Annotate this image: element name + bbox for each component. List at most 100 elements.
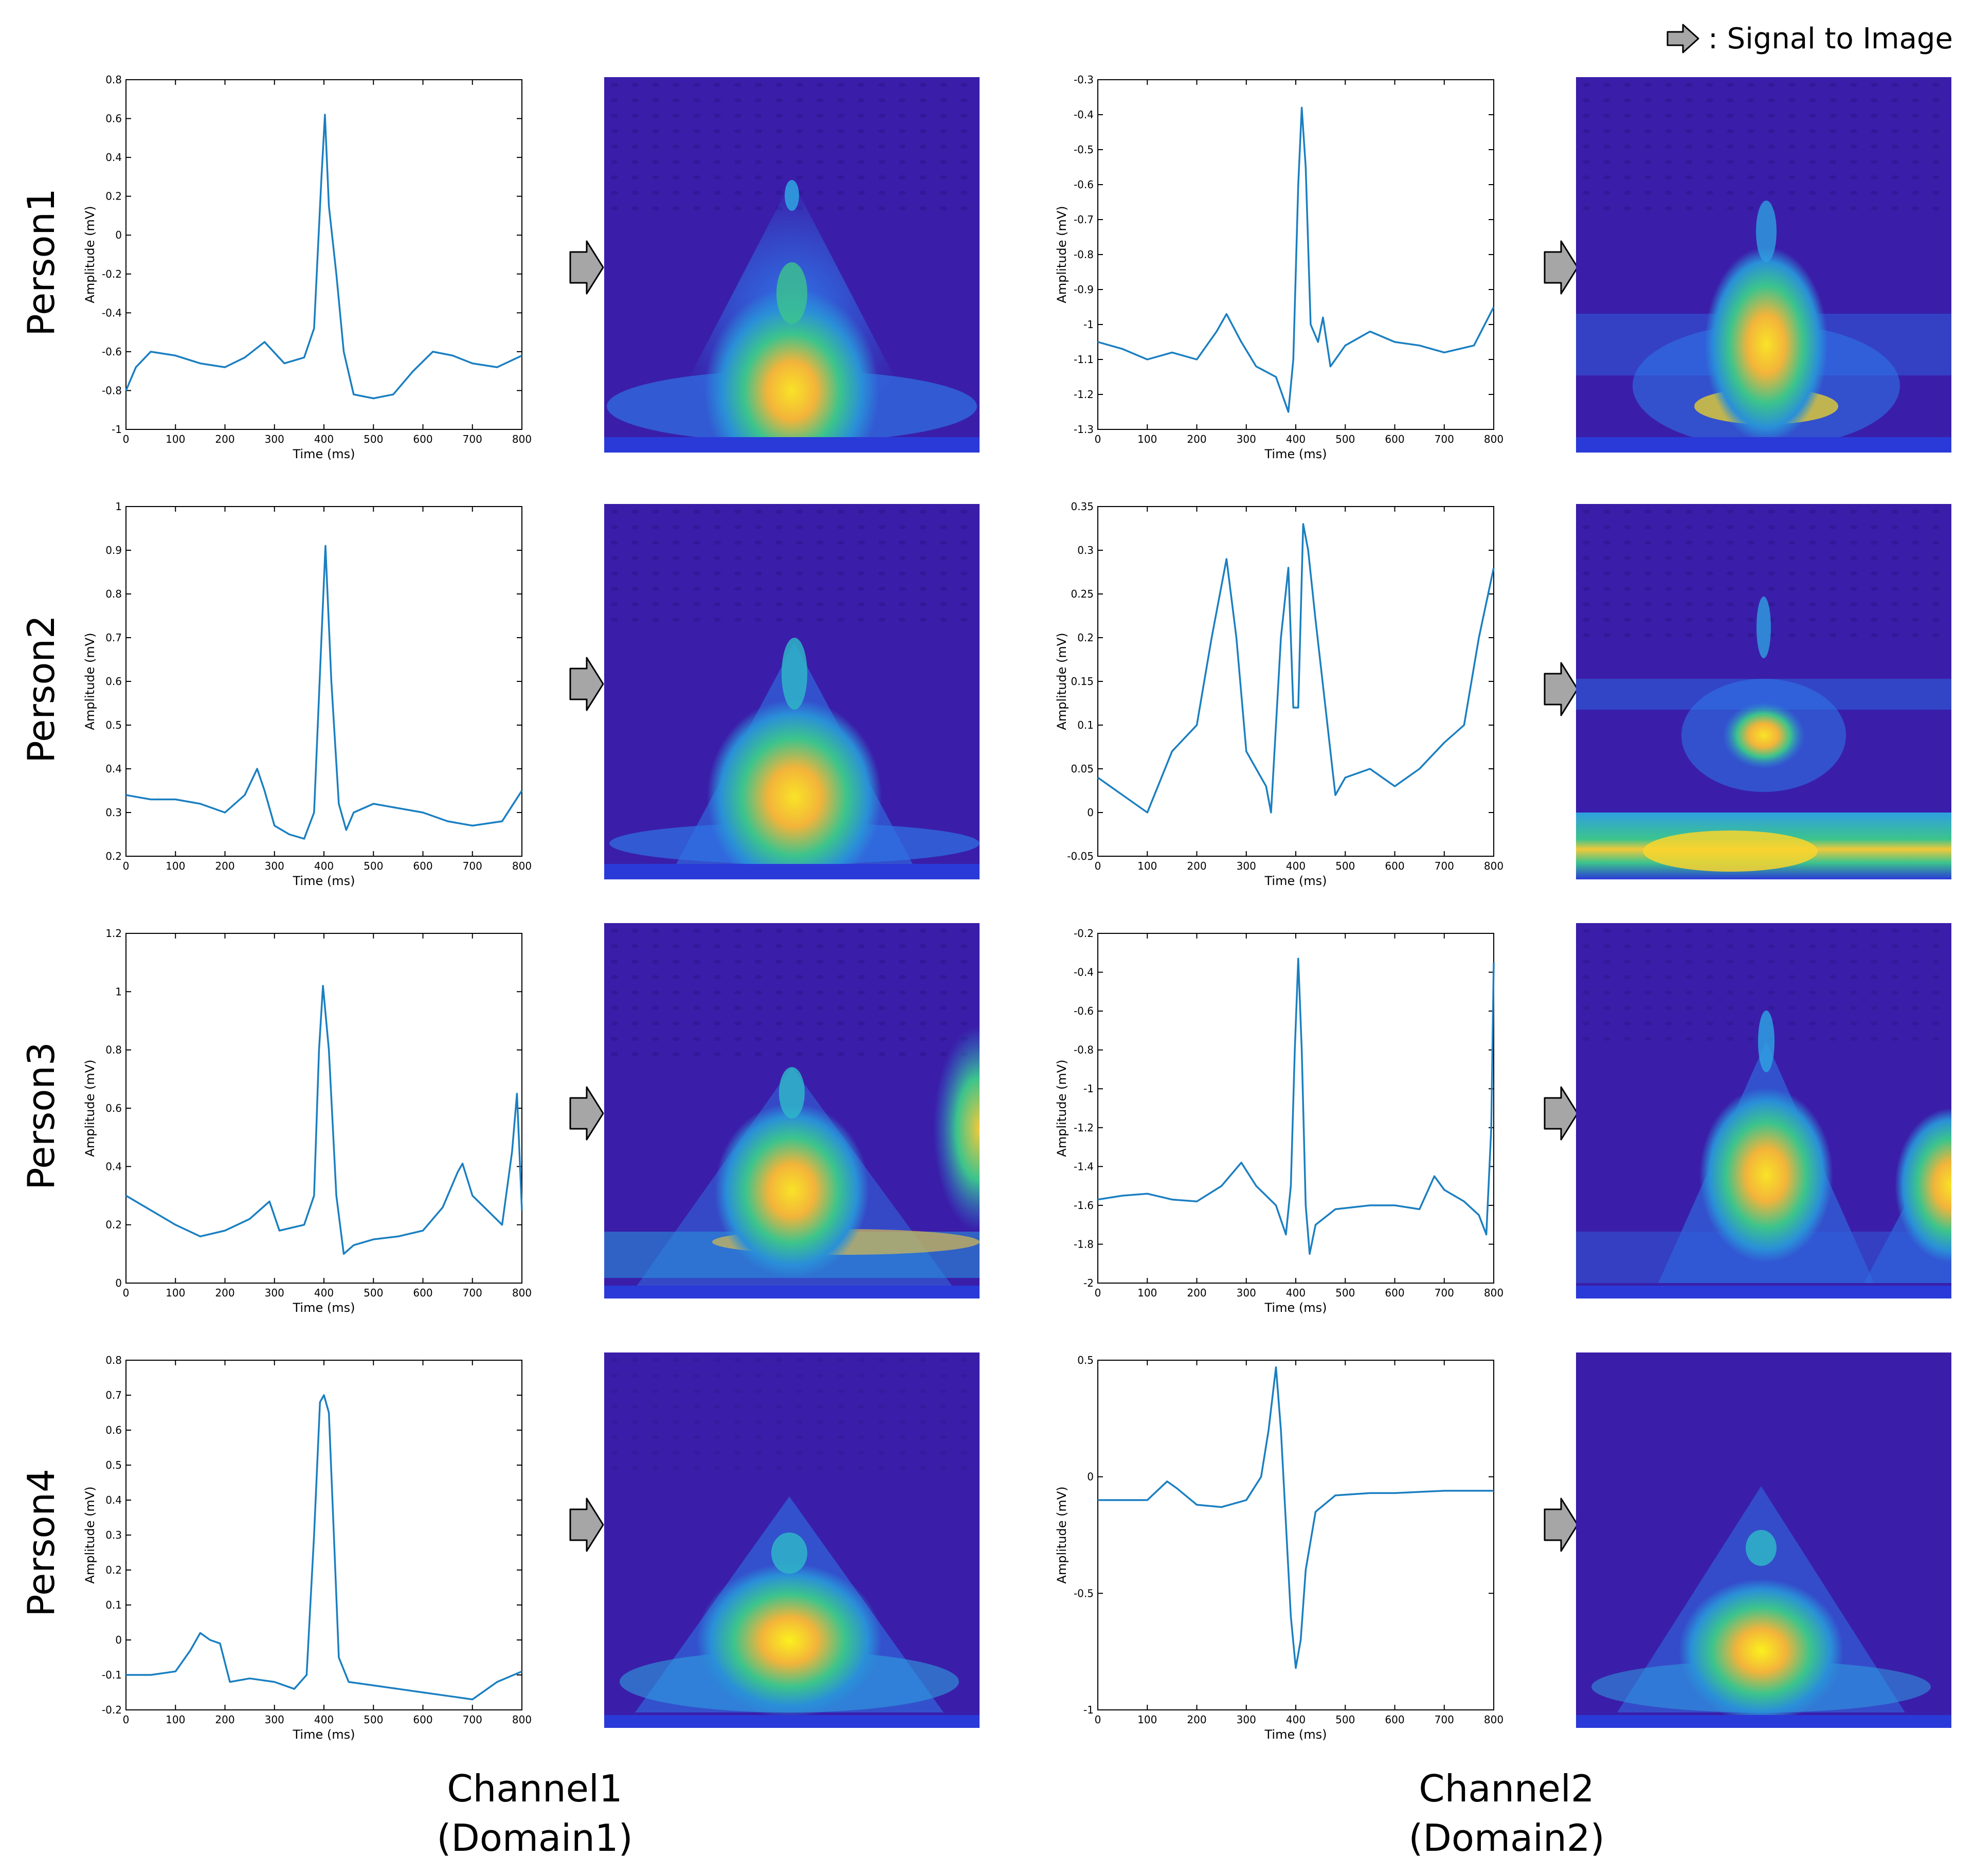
column-label-channel2: Channel2 (Domain2) (1408, 1767, 1605, 1860)
y-tick-label: 0.5 (105, 1459, 122, 1471)
y-tick-label: -0.5 (1074, 143, 1094, 156)
y-tick-label: 0.8 (105, 1354, 122, 1366)
y-tick-label: -0.4 (102, 306, 122, 319)
x-tick-label: 500 (1335, 433, 1355, 445)
y-tick-label: -0.8 (102, 384, 122, 396)
y-tick-label: 0.3 (1077, 544, 1094, 556)
x-tick-label: 100 (166, 433, 185, 445)
y-tick-label: 0.6 (105, 113, 122, 125)
ecg-signal-line (1097, 106, 1495, 413)
y-tick-label: 0.2 (1077, 632, 1094, 644)
y-tick-label: -0.2 (1074, 927, 1094, 940)
x-tick-label: 500 (364, 433, 383, 445)
x-tick-label: 800 (512, 860, 532, 872)
x-tick-label: 0 (1095, 433, 1101, 445)
x-tick-label: 800 (512, 1713, 532, 1726)
ecg-plot-person1-channel1: 0 100 200 300 400 500 600 700 800 -1 -0.8 -0.6 -0.4 -… (72, 72, 535, 463)
x-tick-label: 300 (265, 1287, 284, 1299)
x-axis-title: Time (ms) (1264, 1301, 1327, 1315)
x-tick-label: 0 (123, 860, 130, 872)
ecg-signal-line (1098, 1366, 1494, 1669)
y-tick-label: 0 (1087, 1471, 1094, 1483)
x-tick-label: 500 (364, 1287, 383, 1299)
x-tick-label: 800 (1484, 1287, 1504, 1299)
x-tick-label: 0 (1095, 860, 1101, 872)
y-tick-label: -0.8 (1074, 248, 1094, 261)
ecg-plot-person3-channel2: 0 100 200 300 400 500 600 700 800 -2 -1.8 -1.6 -1.4 -… (1044, 926, 1507, 1316)
y-tick-label: -1 (1083, 1083, 1094, 1095)
x-tick-label: 300 (1237, 1713, 1256, 1726)
y-tick-label: 0.25 (1071, 588, 1094, 600)
y-tick-label: -1.6 (1074, 1199, 1094, 1212)
plot-frame (125, 933, 522, 1284)
y-axis-title: Amplitude (mV) (1055, 206, 1069, 303)
x-tick-label: 400 (314, 1287, 334, 1299)
y-tick-label: -0.4 (1074, 109, 1094, 121)
x-tick-label: 0 (123, 1713, 130, 1726)
y-tick-label: -1.8 (1074, 1238, 1094, 1250)
ecg-plot-person2-channel2: 0 100 200 300 400 500 600 700 800 -0.05 0 0.05 0.1 0.… (1044, 499, 1507, 890)
y-tick-label: 0.2 (105, 1564, 122, 1576)
y-tick-label: 0.1 (1077, 719, 1094, 731)
x-axis-title: Time (ms) (1264, 447, 1327, 461)
y-tick-label: 0.4 (105, 763, 122, 775)
x-tick-label: 200 (215, 1713, 234, 1726)
arrow-right-icon (1544, 240, 1579, 295)
x-tick-label: 400 (1286, 1287, 1306, 1299)
y-tick-label: -0.1 (102, 1669, 122, 1681)
x-tick-label: 700 (1435, 1713, 1454, 1726)
x-axis-title: Time (ms) (1264, 874, 1327, 888)
column-label-channel1: Channel1 (Domain1) (437, 1767, 633, 1860)
x-tick-label: 600 (1385, 1713, 1404, 1726)
arrow-right-icon (569, 1498, 604, 1552)
y-tick-label: 1 (115, 985, 122, 998)
y-tick-label: 0.9 (105, 544, 122, 556)
x-tick-label: 500 (1335, 1713, 1355, 1726)
x-tick-label: 100 (1137, 1713, 1157, 1726)
y-tick-label: 0.1 (105, 1599, 122, 1611)
legend: : Signal to Image (1666, 15, 1953, 62)
scalogram-person3-channel2 (1576, 923, 1951, 1298)
x-tick-label: 600 (413, 860, 432, 872)
y-tick-label: 1.2 (105, 927, 122, 940)
y-tick-label: -0.6 (1074, 1005, 1094, 1017)
y-axis-title: Amplitude (mV) (1055, 1059, 1069, 1157)
x-tick-label: 700 (463, 433, 482, 445)
y-tick-label: 1 (115, 500, 122, 513)
y-tick-label: 0.3 (105, 1529, 122, 1541)
x-tick-label: 100 (166, 860, 185, 872)
ecg-signal-line (1097, 523, 1495, 814)
arrow-right-icon (569, 1086, 604, 1141)
y-tick-label: -0.05 (1067, 850, 1094, 862)
ecg-signal-line (125, 985, 523, 1255)
x-tick-label: 800 (1484, 1713, 1504, 1726)
y-axis-title: Amplitude (mV) (1055, 633, 1069, 730)
arrow-right-icon (1667, 24, 1699, 53)
x-tick-label: 0 (123, 433, 130, 445)
y-tick-label: -0.3 (1074, 74, 1094, 86)
x-tick-label: 400 (1286, 860, 1306, 872)
x-tick-label: 200 (215, 433, 234, 445)
y-tick-label: -0.9 (1074, 283, 1094, 296)
x-tick-label: 700 (463, 1713, 482, 1726)
x-tick-label: 100 (1137, 1287, 1157, 1299)
x-tick-label: 300 (1237, 1287, 1256, 1299)
ecg-plot-person4-channel2: 0 100 200 300 400 500 600 700 800 -1 -0.5 0 0.5 Time … (1044, 1352, 1507, 1743)
arrow-right-icon (569, 240, 604, 295)
y-tick-label: 0.4 (105, 1160, 122, 1172)
y-tick-label: 0.4 (105, 1494, 122, 1506)
arrow-right-icon (1544, 662, 1579, 716)
y-tick-label: -0.7 (1074, 213, 1094, 226)
scalogram-person1-channel1 (604, 77, 980, 453)
plot-frame (1097, 506, 1494, 857)
x-tick-label: 800 (512, 433, 532, 445)
x-tick-label: 600 (1385, 860, 1404, 872)
y-tick-label: -0.6 (102, 346, 122, 358)
ecg-plot-person3-channel1: 0 100 200 300 400 500 600 700 800 0 0.2 0.4 0.6 0.8 1 1… (72, 926, 535, 1316)
x-tick-label: 300 (265, 1713, 284, 1726)
y-axis-title: Amplitude (mV) (83, 1486, 97, 1583)
ecg-plot-person4-channel1: 0 100 200 300 400 500 600 700 800 -0.2 -0.1 0 0.1 0.2… (72, 1352, 535, 1743)
y-tick-label: -0.2 (102, 1704, 122, 1716)
plot-frame (125, 506, 522, 857)
x-axis-title: Time (ms) (293, 874, 355, 888)
